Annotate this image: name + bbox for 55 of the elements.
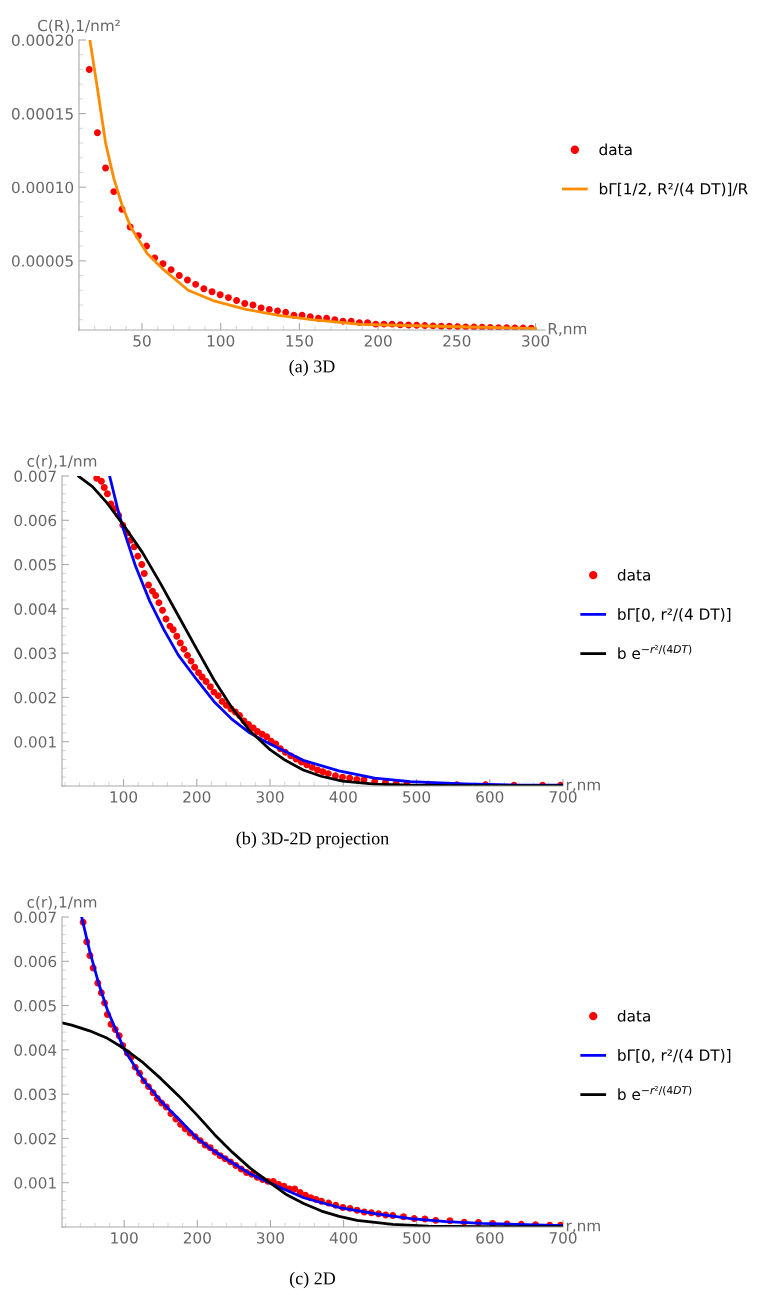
x-tick-label: 200 xyxy=(183,1232,211,1244)
x-tick-label: 100 xyxy=(110,791,138,803)
x-tick-label: 600 xyxy=(476,791,504,803)
legend-label: data xyxy=(617,568,650,581)
y-tick-label: 0.005 xyxy=(14,1000,56,1012)
legend-label: data xyxy=(599,143,632,156)
x-tick-label: 150 xyxy=(286,335,313,347)
legend-label: bΓ[0, r²/(4 DT)] xyxy=(618,1049,731,1063)
x-tick-label: 700 xyxy=(549,1232,577,1244)
x-tick-label: 50 xyxy=(133,335,151,347)
legend-label: b e$^{−r²/(4DT)}$ xyxy=(618,1085,692,1101)
text: (b) 3D-2D projection xyxy=(236,831,389,849)
x-tick-label: 500 xyxy=(403,791,431,803)
y-tick-label: 0.006 xyxy=(14,514,57,527)
y-tick-label: 0.001 xyxy=(14,736,56,748)
x-tick-label: 700 xyxy=(549,791,577,803)
x-axis-title: r,nm xyxy=(566,781,600,792)
x-tick-label: 300 xyxy=(257,1232,285,1244)
legend-label: data xyxy=(617,1009,650,1022)
x-tick-label: 400 xyxy=(329,1232,358,1244)
y-tick-label: 0.006 xyxy=(14,955,57,968)
x-tick-label: 250 xyxy=(443,335,471,347)
y-tick-label: 0.005 xyxy=(14,559,56,571)
y-tick-label: 0.004 xyxy=(14,1044,57,1056)
y-tick-label: 0.002 xyxy=(14,691,56,704)
x-tick-label: 200 xyxy=(183,791,211,803)
x-tick-label: 100 xyxy=(207,335,235,347)
x-tick-label: 200 xyxy=(364,335,392,347)
y-axis-title: c(r),1/nm xyxy=(27,455,97,469)
y-axis-title: c(r),1/nm xyxy=(27,896,97,910)
text: (c) 2D xyxy=(289,1271,336,1289)
x-tick-label: 500 xyxy=(403,1232,431,1244)
legend-label: bΓ[0, r²/(4 DT)] xyxy=(618,608,731,622)
y-tick-label: 0.00020 xyxy=(11,34,74,47)
legend-label: b e$^{−r²/(4DT)}$ xyxy=(618,644,692,660)
y-tick-label: 0.007 xyxy=(14,911,56,924)
y-tick-label: 0.003 xyxy=(14,1088,56,1101)
x-tick-label: 400 xyxy=(329,791,357,803)
text: (a) 3D xyxy=(289,359,335,377)
y-tick-label: 0.00010 xyxy=(11,181,74,194)
y-tick-label: 0.002 xyxy=(14,1132,56,1145)
y-axis-title: C(R),1/nm² xyxy=(38,19,120,34)
legend-label: bΓ[1/2, R²/(4 DT)]/R xyxy=(599,182,748,197)
x-tick-label: 300 xyxy=(522,335,550,347)
y-tick-label: 0.00015 xyxy=(11,108,73,120)
y-tick-label: 0.004 xyxy=(14,603,57,615)
y-tick-label: 0.00005 xyxy=(11,255,73,267)
y-tick-label: 0.007 xyxy=(14,470,56,483)
x-tick-label: 600 xyxy=(476,1232,504,1244)
x-axis-title: r,nm xyxy=(566,1222,600,1233)
x-axis-title: R,nm xyxy=(548,323,587,336)
x-tick-label: 300 xyxy=(256,791,284,803)
x-tick-label: 100 xyxy=(111,1232,138,1244)
y-tick-label: 0.001 xyxy=(14,1177,56,1189)
y-tick-label: 0.003 xyxy=(14,647,56,660)
